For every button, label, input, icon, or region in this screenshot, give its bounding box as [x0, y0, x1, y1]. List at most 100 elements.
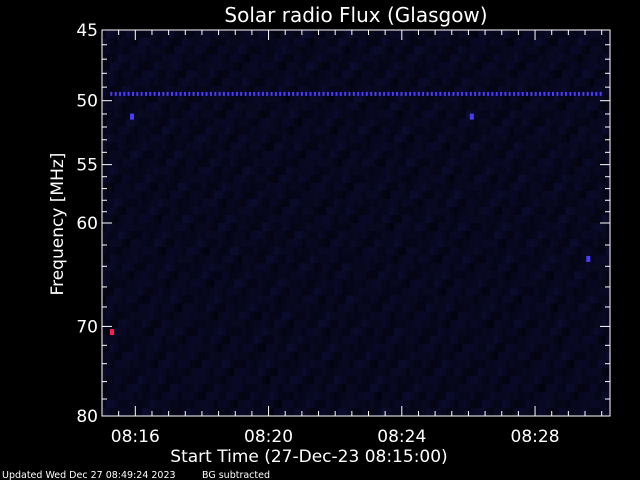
heatmap-cell [206, 54, 211, 63]
heatmap-cell [326, 223, 331, 232]
heatmap-cell [214, 327, 219, 336]
heatmap-cell [142, 391, 147, 401]
heatmap-cell [506, 190, 511, 200]
heatmap-cell [186, 206, 191, 216]
heatmap-cell [402, 223, 407, 232]
heatmap-cell [390, 359, 395, 369]
heatmap-cell [114, 383, 119, 393]
heatmap-cell [342, 231, 347, 240]
heatmap-cell [130, 86, 135, 95]
heatmap-cell [322, 335, 327, 344]
heatmap-cell [242, 287, 247, 296]
heatmap-cell [506, 198, 511, 208]
heatmap-cell [178, 134, 183, 143]
heatmap-cell [494, 239, 499, 248]
heatmap-cell [122, 375, 127, 385]
heatmap-cell [430, 158, 435, 168]
heatmap-cell [286, 223, 291, 232]
heatmap-cell [418, 150, 423, 159]
heatmap-cell [402, 174, 407, 184]
heatmap-cell [414, 327, 419, 336]
heatmap-cell [178, 54, 183, 63]
heatmap-cell [154, 303, 159, 312]
heatmap-cell [410, 351, 415, 361]
heatmap-cell [346, 102, 351, 111]
heatmap-cell [334, 223, 339, 232]
heatmap-cell [122, 255, 127, 264]
heatmap-cell [362, 126, 367, 135]
heatmap-cell [370, 391, 375, 401]
heatmap-cell [246, 158, 251, 168]
heatmap-cell [314, 174, 319, 184]
heatmap-cell [282, 343, 287, 352]
heatmap-cell [242, 54, 247, 63]
heatmap-cell [290, 54, 295, 63]
heatmap-cell [442, 319, 447, 328]
heatmap-cell [394, 367, 399, 377]
heatmap-cell [246, 375, 251, 385]
heatmap-cell [138, 327, 143, 336]
heatmap-cell [262, 78, 267, 87]
heatmap-cell [162, 190, 167, 200]
heatmap-cell [102, 239, 107, 248]
heatmap-cell [514, 295, 519, 304]
heatmap-cell [242, 399, 247, 409]
heatmap-cell [346, 182, 351, 192]
heatmap-cell [274, 38, 279, 47]
heatmap-cell [514, 102, 519, 111]
heatmap-cell [510, 303, 515, 312]
heatmap-cell [290, 142, 295, 151]
heatmap-cell [362, 86, 367, 95]
heatmap-cell [142, 271, 147, 280]
heatmap-cell [262, 343, 267, 352]
heatmap-cell [110, 94, 115, 103]
heatmap-cell [234, 319, 239, 328]
heatmap-cell [282, 407, 287, 417]
heatmap-cell [206, 70, 211, 79]
heatmap-cell [306, 239, 311, 248]
heatmap-cell [206, 375, 211, 385]
heatmap-cell [450, 94, 455, 103]
heatmap-cell [134, 182, 139, 192]
heatmap-cell [226, 223, 231, 232]
heatmap-cell [454, 335, 459, 344]
heatmap-cell [374, 166, 379, 176]
heatmap-cell [162, 86, 167, 95]
heatmap-cell [358, 182, 363, 192]
heatmap-cell [306, 351, 311, 361]
heatmap-cell [474, 343, 479, 352]
heatmap-cell [422, 343, 427, 352]
heatmap-cell [294, 295, 299, 304]
heatmap-cell [186, 367, 191, 377]
heatmap-cell [454, 263, 459, 272]
heatmap-cell [454, 383, 459, 393]
heatmap-cell [218, 391, 223, 401]
heatmap-cell [138, 134, 143, 143]
heatmap-cell [134, 367, 139, 377]
heatmap-cell [226, 78, 231, 87]
heatmap-cell [106, 327, 111, 336]
heatmap-cell [294, 351, 299, 361]
heatmap-cell [358, 359, 363, 369]
heatmap-cell [266, 142, 271, 151]
heatmap-cell [298, 158, 303, 168]
heatmap-cell [126, 231, 131, 240]
heatmap-cell [478, 303, 483, 312]
heatmap-cell [414, 214, 419, 224]
heatmap-cell [306, 30, 311, 39]
heatmap-cell [294, 166, 299, 176]
heatmap-cell [410, 38, 415, 47]
heatmap-cell [354, 126, 359, 135]
heatmap-cell [434, 287, 439, 296]
heatmap-cell [494, 351, 499, 361]
heatmap-cell [442, 102, 447, 111]
heatmap-cell [174, 263, 179, 272]
heatmap-cell [110, 271, 115, 280]
heatmap-cell [146, 295, 151, 304]
heatmap-cell [398, 359, 403, 369]
heatmap-cell [486, 359, 491, 369]
heatmap-cell [414, 303, 419, 312]
heatmap-cell [114, 223, 119, 232]
heatmap-cell [494, 327, 499, 336]
heatmap-cell [370, 70, 375, 79]
